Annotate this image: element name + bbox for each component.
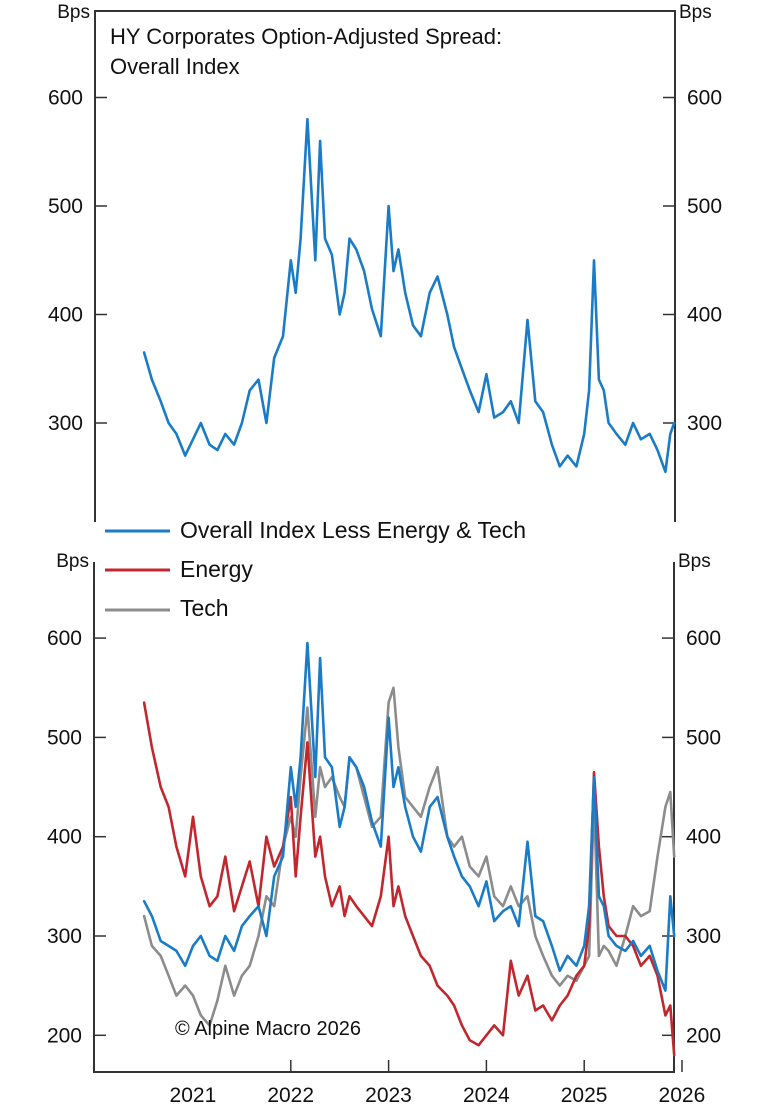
bottom-right-ytick-label: 400 xyxy=(686,826,721,849)
bottom-right-ytick-label: 200 xyxy=(686,1024,721,1047)
top-left-ytick-label: 400 xyxy=(48,304,83,327)
bottom-right-ytick-label: 500 xyxy=(686,726,721,749)
top-right-ytick-label: 600 xyxy=(687,87,722,110)
bottom-left-ytick-label: 600 xyxy=(47,627,82,650)
top-right-ytick-label: 300 xyxy=(687,412,722,435)
bottom-left-ytick-label: 300 xyxy=(47,925,82,948)
top-left-unit-label: Bps xyxy=(57,2,90,23)
top-panel-frame xyxy=(94,10,676,522)
x-tick-label: 2021 xyxy=(170,1084,217,1107)
x-tick-label: 2026 xyxy=(659,1084,706,1107)
bottom-right-unit-label: Bps xyxy=(678,551,711,572)
x-tick-label: 2024 xyxy=(463,1084,510,1107)
bottom-panel-frame xyxy=(93,562,675,1073)
copyright-annotation: © Alpine Macro 2026 xyxy=(175,1018,361,1040)
top-left-ytick-label: 300 xyxy=(48,412,83,435)
top-left-ytick-label: 500 xyxy=(48,195,83,218)
top-right-unit-label: Bps xyxy=(679,2,712,23)
top-left-ytick-label: 600 xyxy=(48,87,83,110)
x-tick-label: 2023 xyxy=(365,1084,412,1107)
x-tick-label: 2025 xyxy=(561,1084,608,1107)
top-right-ytick-label: 400 xyxy=(687,304,722,327)
chart-title: HY Corporates Option-Adjusted Spread: xyxy=(110,24,502,49)
bottom-series-energy xyxy=(142,701,676,1057)
top-series-overall-index xyxy=(142,117,676,474)
bottom-right-ytick-label: 300 xyxy=(686,925,721,948)
legend-label-energy: Energy xyxy=(180,556,253,582)
x-tick-label: 2022 xyxy=(267,1084,314,1107)
bottom-series-overall-index-less-energy-tech xyxy=(142,641,676,992)
bottom-left-ytick-label: 400 xyxy=(47,826,82,849)
bottom-left-ytick-label: 200 xyxy=(47,1024,82,1047)
top-panel: Bps Bps HY Corporates Option-Adjusted Sp… xyxy=(48,2,722,522)
bottom-left-unit-label: Bps xyxy=(56,551,89,572)
bottom-panel: Bps Bps 200 200 300 300 400 400 500 500 600 600 2… xyxy=(47,551,721,1107)
bottom-right-ytick-label: 600 xyxy=(686,627,721,650)
legend-label-overall-less-energy-tech: Overall Index Less Energy & Tech xyxy=(180,517,526,543)
bottom-left-ytick-label: 500 xyxy=(47,726,82,749)
legend-label-tech: Tech xyxy=(180,595,229,621)
top-right-ytick-label: 500 xyxy=(687,195,722,218)
legend: Overall Index Less Energy & Tech Energy … xyxy=(105,517,526,621)
bottom-series-tech xyxy=(142,686,676,1027)
chart-subtitle: Overall Index xyxy=(110,54,240,79)
